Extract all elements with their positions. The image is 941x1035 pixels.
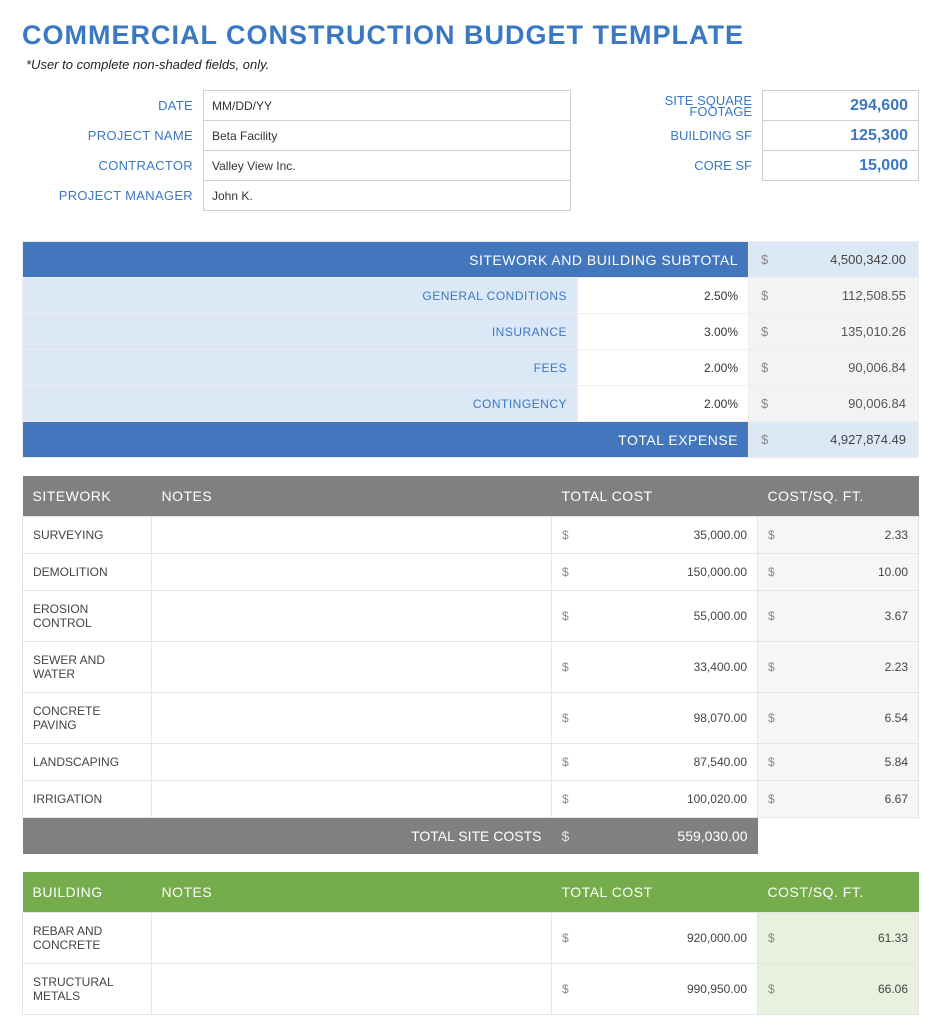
- table-row: SURVEYING $35,000.00$2.33: [23, 517, 919, 554]
- label-contractor: CONTRACTOR: [22, 151, 204, 181]
- building-header-notes: NOTES: [152, 872, 552, 913]
- building-cost[interactable]: $990,950.00: [552, 964, 758, 1015]
- input-project[interactable]: Beta Facility: [204, 121, 571, 151]
- summary-row-amount: $90,006.84: [749, 386, 919, 422]
- sitework-name: DEMOLITION: [23, 554, 152, 591]
- sitework-cost[interactable]: $33,400.00: [552, 642, 758, 693]
- summary-row-pct[interactable]: 2.00%: [578, 386, 749, 422]
- sitework-name: EROSION CONTROL: [23, 591, 152, 642]
- summary-row-label: GENERAL CONDITIONS: [23, 278, 578, 314]
- summary-header-label: SITEWORK AND BUILDING SUBTOTAL: [23, 242, 749, 278]
- sitework-cost[interactable]: $55,000.00: [552, 591, 758, 642]
- summary-footer-label: TOTAL EXPENSE: [23, 422, 749, 458]
- sitework-cost[interactable]: $98,070.00: [552, 693, 758, 744]
- sitework-name: LANDSCAPING: [23, 744, 152, 781]
- building-header-sf: COST/SQ. FT.: [758, 872, 919, 913]
- summary-row-label: CONTINGENCY: [23, 386, 578, 422]
- label-date: DATE: [22, 91, 204, 121]
- summary-row-pct[interactable]: 2.50%: [578, 278, 749, 314]
- summary-row-pct[interactable]: 2.00%: [578, 350, 749, 386]
- sitework-notes[interactable]: [152, 693, 552, 744]
- label-building-sf: BUILDING SF: [593, 121, 763, 151]
- sitework-header-name: SITEWORK: [23, 476, 152, 517]
- sitework-cost[interactable]: $35,000.00: [552, 517, 758, 554]
- sitework-total-label: TOTAL SITE COSTS: [23, 818, 552, 855]
- sitework-notes[interactable]: [152, 517, 552, 554]
- summary-footer-amount: $4,927,874.49: [749, 422, 919, 458]
- sitework-notes[interactable]: [152, 781, 552, 818]
- input-manager[interactable]: John K.: [204, 181, 571, 211]
- building-table: BUILDING NOTES TOTAL COST COST/SQ. FT. R…: [22, 872, 919, 1015]
- sitework-name: SEWER AND WATER: [23, 642, 152, 693]
- sitework-cost[interactable]: $87,540.00: [552, 744, 758, 781]
- sitework-sf: $6.67: [758, 781, 919, 818]
- value-core-sf: 15,000: [763, 151, 919, 181]
- sitework-name: CONCRETE PAVING: [23, 693, 152, 744]
- summary-row-amount: $135,010.26: [749, 314, 919, 350]
- building-sf: $61.33: [758, 913, 919, 964]
- sitework-name: SURVEYING: [23, 517, 152, 554]
- sitework-notes[interactable]: [152, 591, 552, 642]
- label-site-sf: SITE SQUARE FOOTAGE: [593, 91, 763, 121]
- sitework-table: SITEWORK NOTES TOTAL COST COST/SQ. FT. S…: [22, 476, 919, 854]
- sitework-name: IRRIGATION: [23, 781, 152, 818]
- building-header-cost: TOTAL COST: [552, 872, 758, 913]
- table-row: DEMOLITION $150,000.00$10.00: [23, 554, 919, 591]
- summary-row-amount: $112,508.55: [749, 278, 919, 314]
- table-row: CONCRETE PAVING $98,070.00$6.54: [23, 693, 919, 744]
- sitework-sf: $3.67: [758, 591, 919, 642]
- sitework-total-blank: [758, 818, 919, 855]
- sitework-notes[interactable]: [152, 744, 552, 781]
- building-header-name: BUILDING: [23, 872, 152, 913]
- summary-row-pct[interactable]: 3.00%: [578, 314, 749, 350]
- building-notes[interactable]: [152, 964, 552, 1015]
- building-name: REBAR AND CONCRETE: [23, 913, 152, 964]
- project-info-table: DATE MM/DD/YY SITE SQUARE FOOTAGE 294,60…: [22, 90, 919, 211]
- sitework-header-cost: TOTAL COST: [552, 476, 758, 517]
- sitework-sf: $2.23: [758, 642, 919, 693]
- building-cost[interactable]: $920,000.00: [552, 913, 758, 964]
- sitework-cost[interactable]: $100,020.00: [552, 781, 758, 818]
- page-title: COMMERCIAL CONSTRUCTION BUDGET TEMPLATE: [22, 20, 919, 51]
- sitework-sf: $5.84: [758, 744, 919, 781]
- building-sf: $66.06: [758, 964, 919, 1015]
- value-building-sf: 125,300: [763, 121, 919, 151]
- value-site-sf: 294,600: [763, 91, 919, 121]
- table-row: IRRIGATION $100,020.00$6.67: [23, 781, 919, 818]
- sitework-cost[interactable]: $150,000.00: [552, 554, 758, 591]
- summary-row-label: FEES: [23, 350, 578, 386]
- summary-header-amount: $4,500,342.00: [749, 242, 919, 278]
- instruction-note: *User to complete non-shaded fields, onl…: [26, 57, 919, 72]
- sitework-notes[interactable]: [152, 554, 552, 591]
- sitework-header-notes: NOTES: [152, 476, 552, 517]
- sitework-total-amount: $559,030.00: [552, 818, 758, 855]
- sitework-header-sf: COST/SQ. FT.: [758, 476, 919, 517]
- sitework-sf: $2.33: [758, 517, 919, 554]
- table-row: SEWER AND WATER $33,400.00$2.23: [23, 642, 919, 693]
- summary-table: SITEWORK AND BUILDING SUBTOTAL $4,500,34…: [22, 241, 919, 458]
- table-row: LANDSCAPING $87,540.00$5.84: [23, 744, 919, 781]
- label-manager: PROJECT MANAGER: [22, 181, 204, 211]
- table-row: EROSION CONTROL $55,000.00$3.67: [23, 591, 919, 642]
- sitework-sf: $10.00: [758, 554, 919, 591]
- label-project: PROJECT NAME: [22, 121, 204, 151]
- input-contractor[interactable]: Valley View Inc.: [204, 151, 571, 181]
- summary-row-label: INSURANCE: [23, 314, 578, 350]
- table-row: REBAR AND CONCRETE $920,000.00$61.33: [23, 913, 919, 964]
- building-name: STRUCTURAL METALS: [23, 964, 152, 1015]
- table-row: STRUCTURAL METALS $990,950.00$66.06: [23, 964, 919, 1015]
- sitework-sf: $6.54: [758, 693, 919, 744]
- building-notes[interactable]: [152, 913, 552, 964]
- summary-row-amount: $90,006.84: [749, 350, 919, 386]
- input-date[interactable]: MM/DD/YY: [204, 91, 571, 121]
- label-core-sf: CORE SF: [593, 151, 763, 181]
- sitework-notes[interactable]: [152, 642, 552, 693]
